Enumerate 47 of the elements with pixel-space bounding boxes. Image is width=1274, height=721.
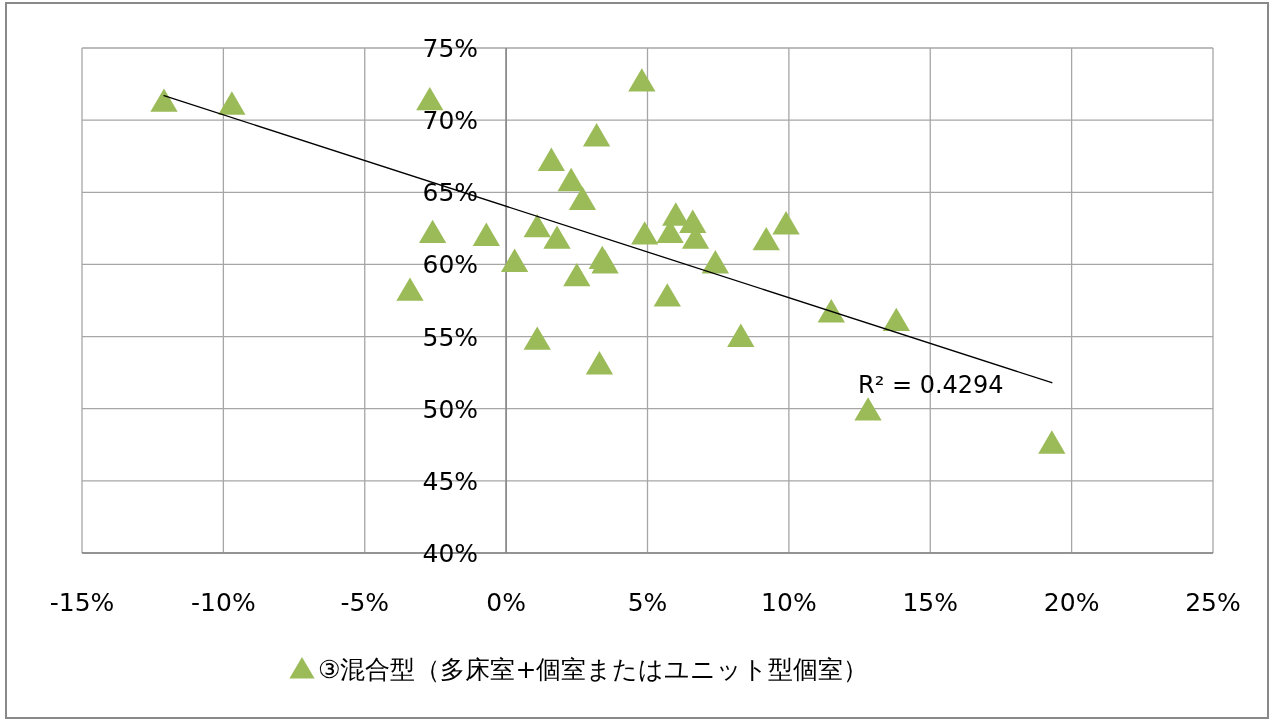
point xyxy=(537,147,566,171)
y-tick-label: 50% xyxy=(422,394,479,424)
point xyxy=(727,323,755,347)
point xyxy=(418,219,447,244)
point xyxy=(701,249,730,274)
y-tick-label: 70% xyxy=(422,106,479,136)
y-tick-label: 40% xyxy=(422,539,479,568)
x-tick-label: 20% xyxy=(1043,588,1100,617)
point xyxy=(653,283,681,307)
point xyxy=(500,248,529,272)
point xyxy=(150,88,178,112)
legend-label: ③混合型（多床室+個室またはユニット型個室） xyxy=(318,655,869,684)
y-tick-label: 45% xyxy=(422,466,479,496)
point xyxy=(772,211,800,235)
point xyxy=(882,307,910,332)
point xyxy=(557,167,585,192)
point xyxy=(543,225,571,249)
point xyxy=(854,397,882,421)
point xyxy=(585,350,614,375)
y-tick-label: 75% xyxy=(422,34,479,63)
point xyxy=(416,86,444,111)
point xyxy=(582,123,611,147)
point xyxy=(396,277,424,301)
x-tick-label: 15% xyxy=(902,588,959,617)
point xyxy=(218,91,246,115)
point xyxy=(523,326,551,350)
x-tick-label: -15% xyxy=(49,588,115,617)
point xyxy=(628,68,656,92)
y-tick-label: 60% xyxy=(422,250,479,280)
x-tick-label: -5% xyxy=(340,588,390,617)
y-tick-label: 55% xyxy=(422,322,479,352)
point xyxy=(752,226,780,251)
point xyxy=(472,222,500,246)
point xyxy=(523,213,551,238)
x-tick-label: -10% xyxy=(191,588,256,617)
y-tick-label: 65% xyxy=(422,178,479,208)
x-tick-label: 10% xyxy=(761,588,817,617)
point xyxy=(568,186,597,210)
point xyxy=(563,262,591,287)
x-tick-label: 25% xyxy=(1185,588,1241,617)
point xyxy=(679,209,707,233)
x-tick-label: 5% xyxy=(627,588,668,617)
point xyxy=(1038,430,1066,454)
point xyxy=(631,221,659,245)
x-tick-label: 0% xyxy=(486,588,526,617)
point xyxy=(817,299,845,323)
annotation: R² = 0.4294 xyxy=(858,371,1004,399)
